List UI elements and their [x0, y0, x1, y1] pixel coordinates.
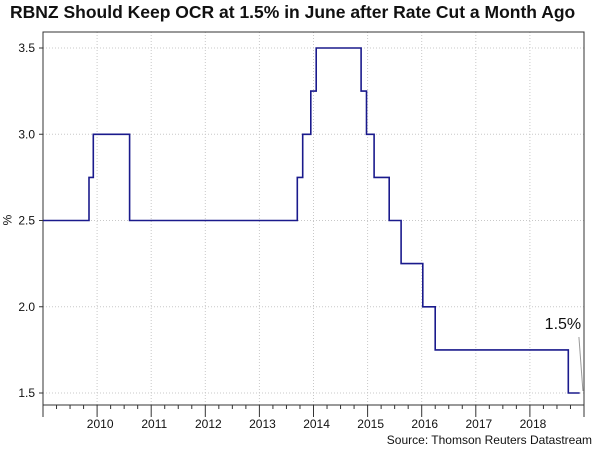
annotation-label: 1.5% — [545, 316, 581, 333]
x-tick-label: 2013 — [249, 417, 276, 431]
y-tick-label: 1.5 — [18, 386, 35, 400]
grid-layer — [43, 32, 584, 405]
annotation-layer: 1.5% — [545, 316, 584, 392]
chart-title: RBNZ Should Keep OCR at 1.5% in June aft… — [10, 2, 576, 22]
x-tick-label: 2012 — [195, 417, 222, 431]
annotation-leader-line — [578, 336, 584, 392]
source-text: Source: Thomson Reuters Datastream — [386, 433, 592, 447]
y-tick-label: 3.0 — [18, 127, 35, 141]
x-tick-label: 2011 — [141, 417, 167, 431]
x-tick-label: 2015 — [357, 417, 384, 431]
x-tick-label: 2014 — [303, 417, 330, 431]
y-tick-label: 3.5 — [18, 41, 35, 55]
y-tick-label: 2.5 — [18, 214, 35, 228]
series-line-ocr — [43, 47, 580, 394]
tick-layer: 1.5 2.0 2.5 3.0 3.5 2010 2011 2012 2013 2014 2015 2… — [18, 41, 585, 431]
series-layer — [43, 47, 580, 394]
y-tick-label: 2.0 — [18, 300, 35, 314]
x-tick-label: 2010 — [87, 417, 114, 431]
x-tick-label: 2018 — [520, 417, 547, 431]
x-tick-label: 2016 — [411, 417, 438, 431]
x-tick-label: 2017 — [465, 417, 492, 431]
